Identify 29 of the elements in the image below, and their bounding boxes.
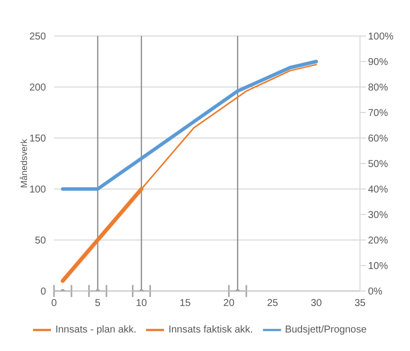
- x-tick-label: 15: [180, 298, 192, 310]
- legend-label: Budsjett/Prognose: [284, 324, 367, 336]
- y2-tick-label: 40%: [368, 184, 388, 196]
- y2-tick-label: 100%: [368, 32, 394, 43]
- y-tick-label: 200: [29, 82, 46, 94]
- y2-tick-label: 80%: [368, 82, 388, 94]
- y2-tick-label: 20%: [368, 236, 388, 247]
- y-tick-label: 0: [40, 286, 46, 298]
- y-tick-label: 250: [29, 32, 46, 43]
- y-tick-label: 50: [34, 236, 46, 247]
- x-tick-label: 25: [267, 298, 279, 310]
- x-tick-label: 35: [354, 298, 366, 310]
- y2-tick-label: 0%: [368, 286, 383, 298]
- x-tick-label: 10: [136, 298, 148, 310]
- legend-label: Innsats - plan akk.: [55, 324, 136, 336]
- x-tick-label: 5: [94, 298, 101, 310]
- y2-tick-label: 70%: [368, 108, 388, 120]
- x-tick-label: 0: [51, 298, 58, 310]
- y2-tick-label: 30%: [368, 210, 388, 222]
- y2-tick-label: 90%: [368, 57, 388, 68]
- y-tick-label: 150: [29, 134, 46, 145]
- y2-tick-label: 10%: [368, 261, 388, 272]
- y-tick-label: 100: [29, 184, 46, 196]
- x-tick-label: 20: [223, 298, 235, 310]
- y2-tick-label: 60%: [368, 134, 388, 145]
- y2-tick-label: 50%: [368, 159, 388, 170]
- y-axis-title: Månedsverk: [19, 138, 30, 188]
- legend-label: Innsats faktisk akk.: [168, 324, 253, 336]
- x-tick-label: 30: [310, 298, 322, 310]
